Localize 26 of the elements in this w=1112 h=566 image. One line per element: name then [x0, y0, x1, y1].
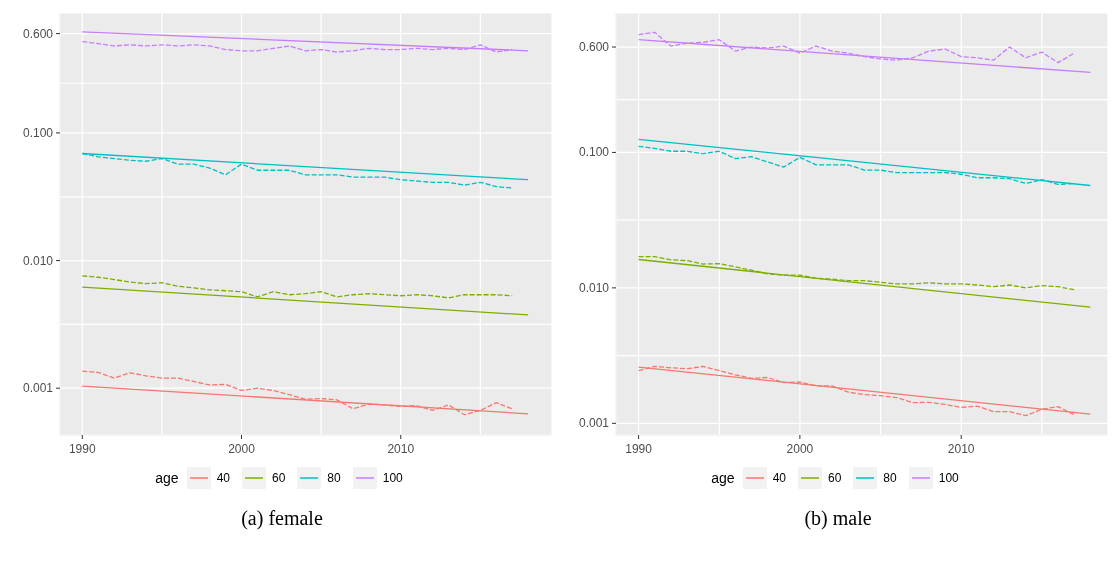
y-tick-label: 0.001 [578, 416, 610, 431]
y-tick-label: 0.600 [578, 40, 610, 55]
legend-label: 80 [327, 471, 341, 485]
legend-label: 40 [216, 471, 230, 485]
legend-title: age [155, 470, 179, 486]
legend-label: 100 [938, 471, 959, 485]
legend-label: 80 [883, 471, 897, 485]
x-tick-label: 1990 [625, 442, 653, 456]
text: (a) female [240, 507, 324, 530]
legend-label: 60 [827, 471, 842, 485]
legend-label: 40 [772, 471, 786, 485]
x-tick-label: 1990 [68, 442, 96, 456]
y-tick-label: 0.600 [22, 26, 54, 41]
legend-label: 60 [271, 471, 286, 485]
y-tick-label: 0.100 [578, 145, 610, 160]
y-tick-label: 0.010 [578, 280, 610, 295]
x-tick-label: 2010 [947, 442, 975, 456]
y-tick-label: 0.100 [22, 125, 54, 140]
y-tick-label: 0.010 [22, 253, 54, 268]
x-tick-label: 2000 [228, 442, 256, 456]
x-tick-label: 2010 [387, 442, 415, 456]
x-tick-label: 2000 [786, 442, 814, 456]
y-tick-label: 0.001 [22, 381, 54, 396]
legend-label: 100 [382, 471, 403, 485]
legend-title: age [711, 470, 735, 486]
text: (b) male [803, 507, 873, 530]
